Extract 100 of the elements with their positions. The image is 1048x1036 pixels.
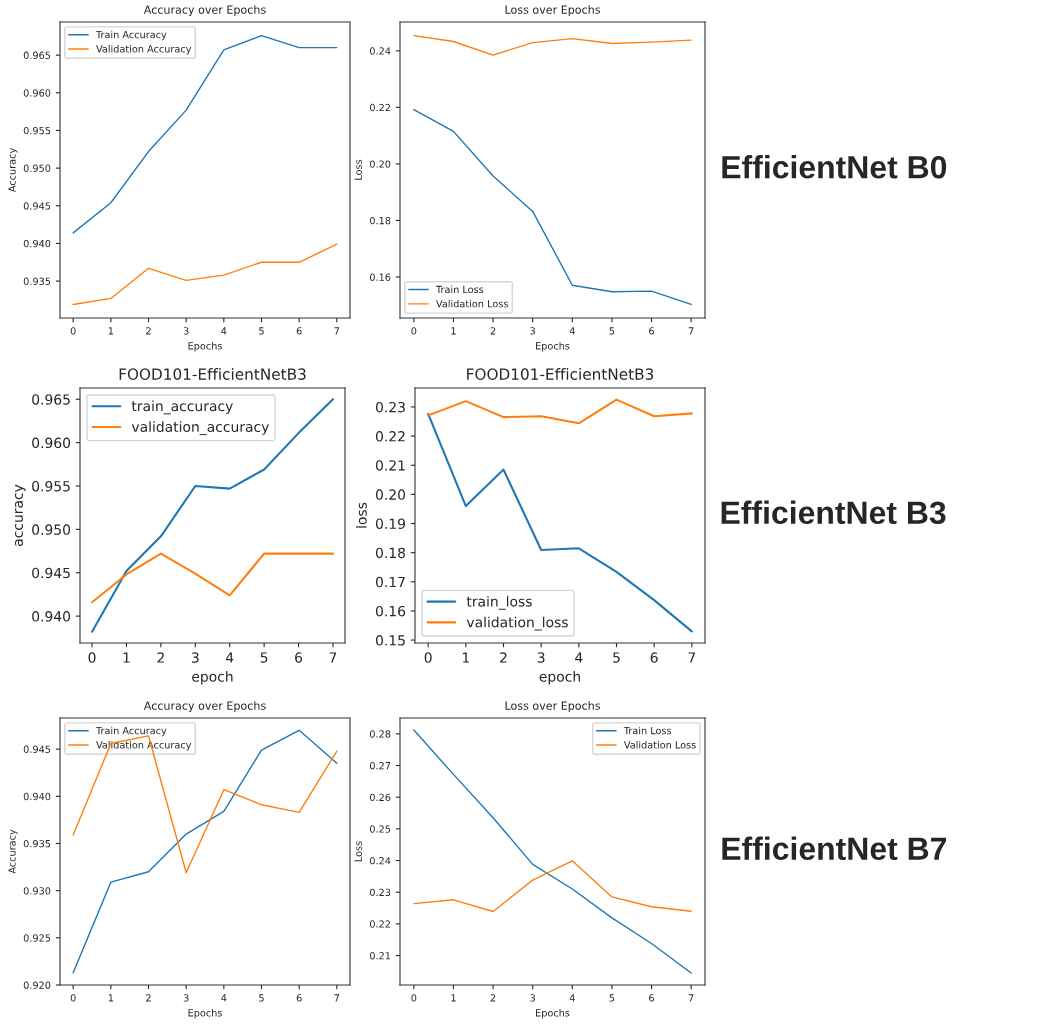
line-series <box>72 243 338 306</box>
y-tick-label: 0.945 <box>32 567 70 579</box>
y-tick-label: 0.17 <box>375 576 405 588</box>
x-axis-title: Epochs <box>536 1008 570 1019</box>
legend-label: validation_loss <box>466 616 568 631</box>
x-tick-label: 3 <box>183 994 189 1002</box>
x-tick-label: 2 <box>146 994 151 1002</box>
line-series <box>413 34 692 56</box>
y-tick-label: 0.955 <box>32 480 70 492</box>
y-tick-label: 0.20 <box>375 489 406 500</box>
x-tick-label: 0 <box>70 994 76 1002</box>
chart-title: Accuracy over Epochs <box>143 701 266 712</box>
line-series <box>427 412 693 633</box>
text: EfficientNet B7 <box>722 836 947 861</box>
legend-label: Validation Loss <box>623 741 696 749</box>
y-tick-label: 0.24 <box>369 857 391 865</box>
legend-label: Train Accuracy <box>95 726 167 737</box>
x-tick-label: 7 <box>688 652 696 663</box>
x-axis-title: Epochs <box>188 1008 222 1019</box>
y-tick-label: 0.935 <box>23 839 51 848</box>
x-tick-label: 1 <box>108 327 114 335</box>
line-series <box>91 398 334 633</box>
x-tick-label: 0 <box>70 327 76 335</box>
y-axis-title: Loss <box>354 841 362 862</box>
y-tick-label: 0.23 <box>369 888 391 897</box>
y-tick-label: 0.27 <box>369 761 391 770</box>
y-tick-label: 0.21 <box>369 952 391 960</box>
y-tick-label: 0.920 <box>23 981 51 989</box>
y-axis-title: Loss <box>354 159 362 180</box>
x-axis-title: epoch <box>539 671 580 685</box>
line-series <box>413 860 692 913</box>
x-tick-label: 4 <box>221 327 227 335</box>
line-series <box>91 552 334 604</box>
y-tick-label: 0.22 <box>369 920 390 928</box>
y-axis-title: Accuracy <box>8 829 18 874</box>
y-tick-label: 0.940 <box>23 239 51 248</box>
x-tick-label: 6 <box>296 327 302 335</box>
y-tick-label: 0.960 <box>23 89 51 97</box>
y-tick-label: 0.22 <box>369 103 390 112</box>
x-tick-label: 3 <box>537 652 545 663</box>
y-tick-label: 0.26 <box>369 793 391 802</box>
line-series <box>72 735 338 874</box>
x-tick-label: 3 <box>191 652 199 663</box>
y-axis-title: Accuracy <box>8 148 18 193</box>
x-tick-label: 4 <box>225 652 234 663</box>
y-tick-label: 0.19 <box>375 518 405 529</box>
x-tick-label: 1 <box>451 994 456 1002</box>
y-tick-label: 0.965 <box>23 51 51 59</box>
x-tick-label: 2 <box>157 652 164 663</box>
x-tick-label: 3 <box>183 327 189 335</box>
chart-title: FOOD101-EfficientNetB3 <box>119 368 306 380</box>
y-tick-label: 0.18 <box>375 547 406 559</box>
y-tick-label: 0.950 <box>32 524 71 535</box>
y-tick-label: 0.15 <box>375 635 405 646</box>
y-axis-title: loss <box>356 502 367 528</box>
x-tick-label: 4 <box>221 994 227 1002</box>
x-tick-label: 6 <box>649 994 655 1002</box>
x-tick-label: 5 <box>613 652 620 663</box>
x-tick-label: 7 <box>688 327 694 335</box>
y-axis-title: accuracy <box>14 484 26 546</box>
x-tick-label: 7 <box>329 652 337 663</box>
x-tick-label: 5 <box>259 327 264 335</box>
y-tick-label: 0.16 <box>369 273 391 281</box>
x-tick-label: 5 <box>260 652 268 663</box>
x-tick-label: 2 <box>490 994 496 1002</box>
x-tick-label: 5 <box>609 327 615 335</box>
line-series <box>427 398 693 425</box>
x-tick-label: 0 <box>411 994 417 1002</box>
y-tick-label: 0.935 <box>23 277 51 285</box>
x-tick-label: 4 <box>569 327 575 335</box>
x-tick-label: 6 <box>650 652 658 663</box>
y-tick-label: 0.945 <box>23 745 51 753</box>
y-tick-label: 0.28 <box>369 730 391 738</box>
y-tick-label: 0.940 <box>32 611 71 622</box>
legend-label: train_loss <box>466 595 532 610</box>
y-tick-label: 0.18 <box>369 216 391 225</box>
y-tick-label: 0.23 <box>375 401 405 413</box>
y-tick-label: 0.960 <box>32 437 71 449</box>
y-tick-label: 0.950 <box>23 164 51 172</box>
x-tick-label: 5 <box>609 994 615 1002</box>
x-tick-label: 2 <box>490 327 496 335</box>
x-tick-label: 1 <box>462 652 469 663</box>
x-tick-label: 1 <box>108 994 114 1002</box>
y-tick-label: 0.955 <box>23 126 51 135</box>
legend-label: Train Loss <box>435 285 484 294</box>
x-tick-label: 6 <box>649 327 655 335</box>
x-tick-label: 5 <box>259 994 264 1002</box>
x-axis-title: Epochs <box>188 341 222 352</box>
chart-title: Accuracy over Epochs <box>143 5 266 16</box>
chart-title: Loss over Epochs <box>505 5 600 16</box>
legend-label: Validation Accuracy <box>96 45 192 55</box>
y-tick-label: 0.930 <box>23 887 51 895</box>
legend-label: Train Accuracy <box>95 30 167 41</box>
x-tick-label: 6 <box>296 994 302 1002</box>
text: EfficientNet B0 <box>722 155 947 179</box>
chart-title: FOOD101-EfficientNetB3 <box>467 368 654 380</box>
x-tick-label: 2 <box>500 652 507 663</box>
x-tick-label: 1 <box>451 327 456 335</box>
y-tick-label: 0.22 <box>375 431 405 442</box>
x-tick-label: 0 <box>411 327 417 335</box>
